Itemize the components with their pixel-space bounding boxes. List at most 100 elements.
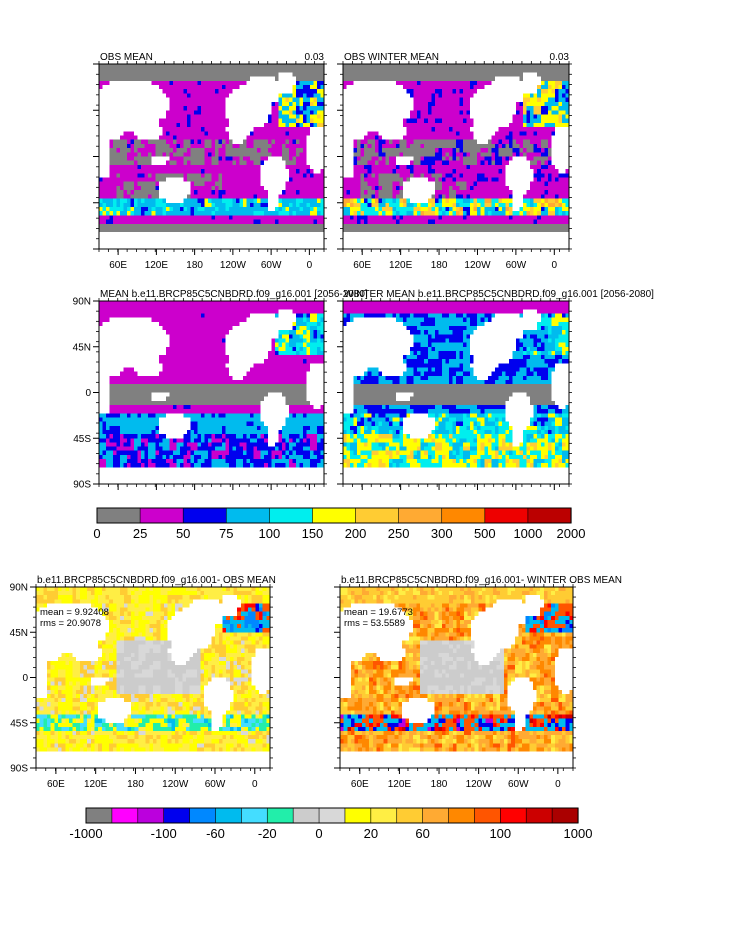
grid-cell [316,164,321,170]
grid-cell [169,114,174,120]
grid-cell [295,173,300,178]
grid-cell [288,236,293,241]
grid-cell [456,106,460,111]
grid-cell [288,131,293,136]
grid-cell [151,68,156,73]
grid-cell [148,219,153,225]
grid-cell [420,97,425,103]
grid-cell [424,194,429,199]
grid-cell [533,64,538,69]
grid-cell [473,85,478,90]
grid-cell [378,85,383,90]
grid-cell [427,194,432,199]
grid-cell [452,164,457,170]
grid-cell [403,127,407,132]
grid-cell [200,89,205,94]
grid-cell [309,139,314,145]
grid-cell [399,127,404,132]
grid-cell [222,185,226,191]
grid-cell [165,211,170,216]
grid-cell [260,181,265,187]
grid-cell [544,85,549,90]
grid-cell [179,110,184,115]
grid-cell [374,169,379,174]
grid-cell [229,139,233,145]
grid-cell [381,118,386,124]
grid-cell [186,211,191,216]
grid-cell [565,177,570,183]
grid-cell [260,227,265,233]
grid-cell [200,76,205,82]
grid-cell [533,85,538,90]
grid-cell [385,135,390,141]
grid-cell [281,169,286,174]
grid-cell [448,190,453,195]
grid-cell [109,72,114,78]
grid-cell [141,152,146,157]
grid-cell [109,211,114,216]
grid-cell [271,139,276,145]
grid-cell [459,127,464,132]
grid-cell [123,206,128,212]
grid-cell [544,114,549,120]
grid-cell [162,72,167,78]
grid-cell [367,160,372,166]
grid-cell [459,164,464,170]
grid-cell [480,118,485,124]
grid-cell [236,232,241,237]
grid-cell [526,68,531,73]
grid-cell [406,164,411,170]
grid-cell [306,114,311,120]
grid-cell [236,72,241,78]
grid-cell [438,139,443,145]
grid-cell [487,185,492,191]
grid-cell [410,80,415,86]
grid-cell [487,89,492,94]
grid-cell [155,223,160,229]
grid-cell [487,110,492,115]
grid-cell [292,106,297,111]
grid-cell [232,156,237,162]
grid-cell [155,236,160,241]
grid-cell [207,101,212,107]
grid-cell [445,152,450,157]
grid-cell [144,135,149,141]
grid-cell [523,135,528,141]
grid-cell [441,152,446,157]
grid-cell [374,181,379,187]
grid-cell [374,173,379,178]
grid-cell [288,177,293,183]
grid-cell [141,223,146,229]
grid-cell [120,89,125,94]
grid-cell [120,156,125,162]
grid-cell [236,139,241,145]
grid-cell [130,135,135,141]
grid-cell [306,240,311,246]
grid-cell [222,181,226,187]
grid-cell [281,240,286,246]
grid-cell [505,72,510,78]
grid-cell [306,169,311,174]
grid-cell [381,97,386,103]
grid-cell [480,80,485,86]
grid-cell [313,127,318,132]
grid-cell [179,97,184,103]
grid-cell [123,194,128,199]
grid-cell [257,72,262,78]
grid-cell [155,76,160,82]
grid-cell [148,164,153,170]
grid-cell [222,93,226,99]
grid-cell [250,164,255,170]
grid-cell [116,185,121,191]
grid-cell [155,114,160,120]
grid-cell [109,202,114,208]
grid-cell [388,173,393,178]
grid-cell [491,76,496,82]
grid-cell [554,106,559,111]
grid-cell [558,85,563,90]
grid-cell [466,85,471,90]
grid-cell [162,244,167,250]
grid-cell [367,101,372,107]
grid-cell [463,173,467,178]
grid-cell [186,219,191,225]
